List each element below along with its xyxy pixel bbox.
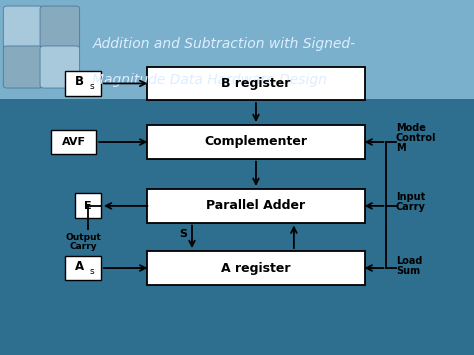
Text: Addition and Subtraction with Signed-: Addition and Subtraction with Signed-	[92, 37, 356, 51]
Text: Load: Load	[396, 256, 422, 266]
Text: Mode: Mode	[396, 123, 426, 133]
Text: s: s	[89, 267, 94, 276]
Text: Sum: Sum	[396, 266, 420, 275]
Text: M: M	[396, 143, 405, 153]
FancyBboxPatch shape	[3, 46, 43, 88]
Text: Carry: Carry	[69, 242, 97, 251]
Text: B register: B register	[221, 77, 291, 90]
Text: A: A	[74, 260, 84, 273]
FancyBboxPatch shape	[65, 256, 100, 280]
FancyBboxPatch shape	[40, 46, 80, 88]
FancyBboxPatch shape	[65, 71, 100, 96]
Text: B: B	[75, 75, 83, 88]
FancyBboxPatch shape	[3, 6, 43, 48]
Text: Parallel Adder: Parallel Adder	[206, 200, 306, 212]
FancyBboxPatch shape	[51, 130, 96, 154]
FancyBboxPatch shape	[147, 67, 365, 100]
Text: Input: Input	[396, 192, 425, 202]
Text: Output: Output	[65, 233, 101, 241]
FancyBboxPatch shape	[0, 0, 474, 99]
Text: E: E	[84, 201, 91, 211]
Text: Carry: Carry	[396, 202, 426, 212]
FancyBboxPatch shape	[147, 189, 365, 223]
Text: Magnitude Data Hardware Design: Magnitude Data Hardware Design	[92, 73, 328, 87]
Text: AVF: AVF	[62, 137, 85, 147]
Text: A register: A register	[221, 262, 291, 274]
Text: S: S	[180, 229, 187, 239]
FancyBboxPatch shape	[147, 251, 365, 285]
FancyBboxPatch shape	[40, 6, 80, 48]
Text: Complementer: Complementer	[204, 136, 308, 148]
Text: s: s	[89, 82, 94, 92]
FancyBboxPatch shape	[75, 193, 100, 218]
Text: Control: Control	[396, 133, 436, 143]
FancyBboxPatch shape	[147, 125, 365, 159]
